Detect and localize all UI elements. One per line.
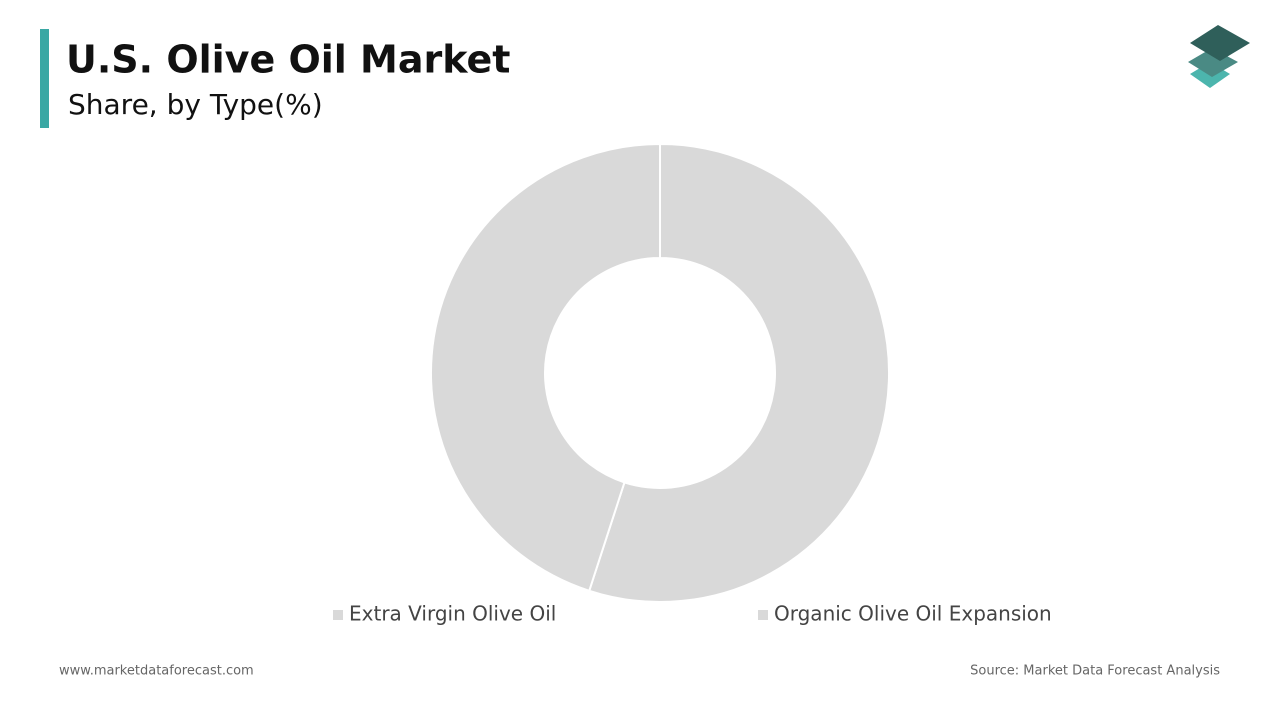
legend-label: Extra Virgin Olive Oil	[349, 602, 556, 626]
pie-slice	[587, 142, 890, 603]
legend-label: Organic Olive Oil Expansion	[774, 602, 1052, 626]
logo	[1188, 25, 1250, 88]
footer-website: www.marketdataforecast.com	[59, 664, 254, 679]
legend-swatch	[333, 610, 343, 620]
legend-swatch	[758, 610, 768, 620]
chart-title: U.S. Olive Oil Market	[66, 38, 510, 82]
title-accent	[40, 29, 49, 128]
chart-subtitle: Share, by Type(%)	[68, 88, 323, 121]
footer-source: Source: Market Data Forecast Analysis	[970, 664, 1220, 679]
pie-slice	[430, 142, 661, 593]
